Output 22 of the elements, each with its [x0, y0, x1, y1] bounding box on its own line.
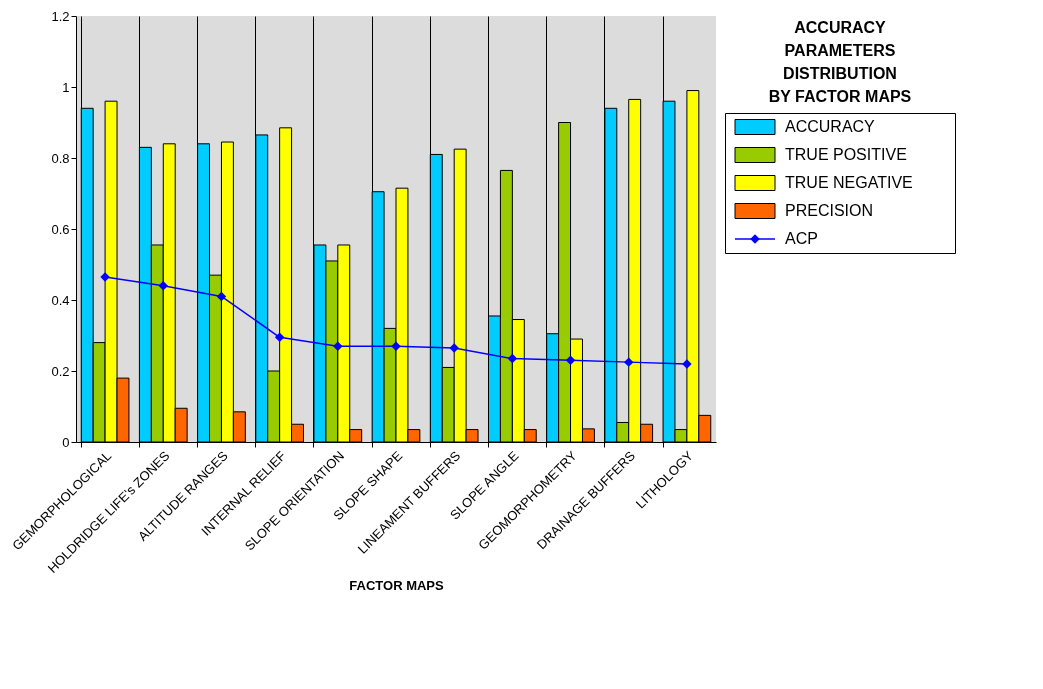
legend-label: ACP	[785, 230, 818, 247]
y-tick-label: 1.2	[51, 8, 70, 24]
legend-label: TRUE POSITIVE	[785, 146, 907, 163]
legend-title: ACCURACY PARAMETERS DISTRIBUTION BY FACTOR MAPS	[768, 18, 912, 105]
point	[158, 281, 169, 291]
point	[333, 341, 343, 351]
y-tick-label: 0.2	[51, 363, 70, 379]
point	[216, 291, 227, 302]
point	[449, 343, 459, 353]
y-tick-label: 0.4	[51, 292, 70, 308]
legend-label: ACCURACY	[785, 118, 876, 135]
y-tick-label: 0	[62, 434, 70, 450]
legend-label: TRUE NEGATIVE	[785, 174, 913, 191]
point	[565, 355, 576, 366]
point	[623, 357, 634, 367]
y-tick-label: 0.8	[51, 150, 70, 166]
x-axis-title: FACTOR MAPS	[349, 577, 445, 593]
y-tick-label: 0.6	[51, 221, 70, 237]
point	[274, 332, 285, 343]
legend-label: PRECISION	[785, 202, 874, 219]
y-tick-label: 1	[62, 79, 70, 95]
point	[507, 353, 518, 364]
